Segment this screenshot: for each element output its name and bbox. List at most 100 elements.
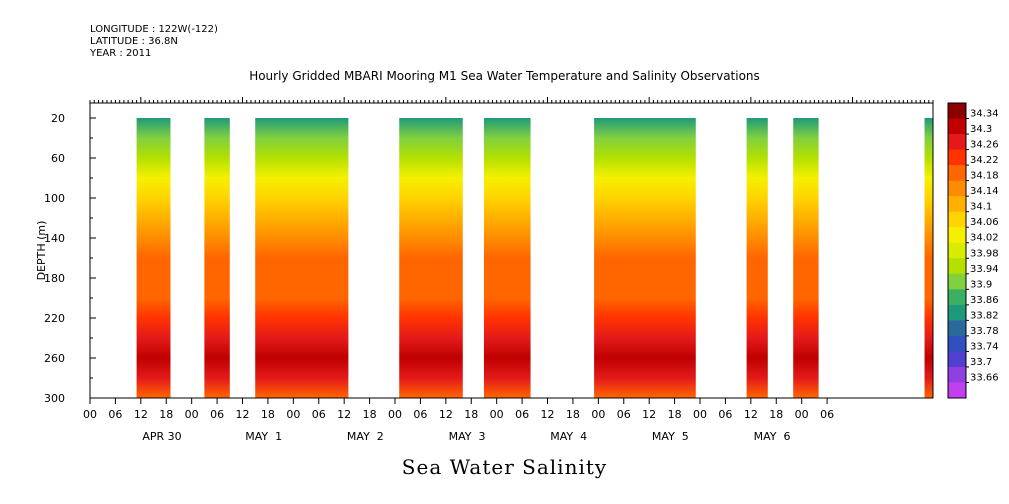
colorbar-label: 34.18 bbox=[970, 171, 999, 182]
colorbar-swatch bbox=[948, 103, 966, 120]
x-tick-label: 00 bbox=[83, 408, 97, 421]
latitude-label: LATITUDE : 36.8N bbox=[90, 36, 178, 47]
colorbar-label: 33.7 bbox=[970, 357, 992, 368]
colorbar-swatch bbox=[948, 149, 966, 166]
metadata-block: LONGITUDE : 122W(-122) LATITUDE : 36.8N … bbox=[90, 24, 218, 60]
x-tick-label: 12 bbox=[642, 408, 656, 421]
x-tick-label: 06 bbox=[820, 408, 834, 421]
x-tick-label: 18 bbox=[566, 408, 580, 421]
data-segment-4 bbox=[399, 118, 463, 398]
data-segment-8 bbox=[793, 118, 819, 398]
data-segment-2 bbox=[204, 118, 230, 398]
x-tick-label: 00 bbox=[286, 408, 300, 421]
y-tick-label: 180 bbox=[44, 272, 65, 285]
colorbar-swatch bbox=[948, 134, 966, 151]
x-tick-label: 06 bbox=[515, 408, 529, 421]
colorbar-swatch bbox=[948, 211, 966, 228]
x-tick-label: 12 bbox=[134, 408, 148, 421]
x-tick-label: 12 bbox=[439, 408, 453, 421]
y-axis-label: DEPTH (m) bbox=[35, 221, 48, 281]
data-segment-9 bbox=[924, 118, 933, 398]
y-tick-label: 220 bbox=[44, 312, 65, 325]
x-tick-label: 00 bbox=[490, 408, 504, 421]
colorbar-label: 33.9 bbox=[970, 279, 992, 290]
x-tick-label: 00 bbox=[388, 408, 402, 421]
x-tick-label: 00 bbox=[795, 408, 809, 421]
x-axis-title: Sea Water Salinity bbox=[401, 455, 608, 479]
data-layer bbox=[136, 118, 933, 398]
x-tick-label: 18 bbox=[261, 408, 275, 421]
x-tick-label: 06 bbox=[617, 408, 631, 421]
x-tick-label: 00 bbox=[591, 408, 605, 421]
colorbar-label: 34.14 bbox=[970, 186, 999, 197]
colorbar-swatch bbox=[948, 304, 966, 321]
data-segment-7 bbox=[746, 118, 768, 398]
colorbar-label: 34.06 bbox=[970, 217, 999, 228]
colorbar-label: 34.34 bbox=[970, 109, 999, 120]
x-tick-label: 00 bbox=[693, 408, 707, 421]
colorbar-label: 33.86 bbox=[970, 295, 999, 306]
day-label: MAY 2 bbox=[347, 430, 384, 443]
x-tick-label: 06 bbox=[718, 408, 732, 421]
colorbar-label: 34.1 bbox=[970, 202, 992, 213]
colorbar-swatch bbox=[948, 366, 966, 383]
colorbar-swatch bbox=[948, 320, 966, 337]
axes-layer: 00 06 12 18 00 06 12 18 00 06 12 18 00 06 12 18 00 06 12 18… bbox=[35, 97, 934, 443]
x-tick-label: 06 bbox=[413, 408, 427, 421]
data-segment-3 bbox=[255, 118, 349, 398]
colorbar-label: 34.26 bbox=[970, 140, 999, 151]
x-tick-label: 18 bbox=[363, 408, 377, 421]
colorbar: 34.34 34.3 34.26 34.22 34.18 34.14 34.1 34.06 34… bbox=[947, 102, 999, 399]
y-tick-label: 260 bbox=[44, 352, 65, 365]
day-label: MAY 3 bbox=[449, 430, 486, 443]
y-tick-label: 60 bbox=[51, 152, 65, 165]
colorbar-frame bbox=[947, 102, 967, 399]
x-tick-label: 12 bbox=[236, 408, 250, 421]
plot-frame bbox=[89, 102, 934, 399]
colorbar-label: 34.22 bbox=[970, 155, 999, 166]
x-tick-label: 18 bbox=[159, 408, 173, 421]
colorbar-swatch bbox=[948, 258, 966, 275]
day-label: MAY 1 bbox=[245, 430, 282, 443]
data-segment-5 bbox=[483, 118, 531, 398]
day-label: MAY 5 bbox=[652, 430, 689, 443]
day-label: MAY 6 bbox=[754, 430, 791, 443]
colorbar-swatch bbox=[948, 289, 966, 306]
x-tick-label: 06 bbox=[312, 408, 326, 421]
colorbar-swatch bbox=[948, 335, 966, 352]
colorbar-label: 33.74 bbox=[970, 341, 999, 352]
colorbar-label: 34.02 bbox=[970, 233, 999, 244]
x-tick-label: 18 bbox=[464, 408, 478, 421]
colorbar-swatch bbox=[948, 227, 966, 244]
x-tick-label: 18 bbox=[668, 408, 682, 421]
colorbar-label: 33.82 bbox=[970, 310, 999, 321]
y-tick-label: 140 bbox=[44, 232, 65, 245]
colorbar-label: 34.3 bbox=[970, 124, 992, 135]
y-tick-label: 100 bbox=[44, 192, 65, 205]
colorbar-label: 33.78 bbox=[970, 326, 999, 337]
colorbar-swatch bbox=[948, 242, 966, 259]
colorbar-swatch bbox=[948, 180, 966, 197]
data-segment-6 bbox=[594, 118, 696, 398]
y-tick-label: 300 bbox=[44, 392, 65, 405]
x-tick-label: 12 bbox=[541, 408, 555, 421]
x-tick-label: 06 bbox=[210, 408, 224, 421]
colorbar-swatch bbox=[948, 118, 966, 135]
colorbar-label: 33.94 bbox=[970, 264, 999, 275]
x-tick-label: 06 bbox=[108, 408, 122, 421]
colorbar-swatch bbox=[948, 351, 966, 368]
x-tick-label: 12 bbox=[744, 408, 758, 421]
chart-title: Hourly Gridded MBARI Mooring M1 Sea Wate… bbox=[249, 69, 760, 83]
x-tick-label: 00 bbox=[185, 408, 199, 421]
colorbar-swatch bbox=[948, 273, 966, 290]
year-label: YEAR : 2011 bbox=[90, 48, 152, 59]
colorbar-swatch bbox=[948, 382, 966, 399]
x-tick-label: 12 bbox=[337, 408, 351, 421]
colorbar-swatch bbox=[948, 196, 966, 213]
x-tick-label: 18 bbox=[769, 408, 783, 421]
day-label: MAY 4 bbox=[550, 430, 587, 443]
colorbar-label: 33.98 bbox=[970, 248, 999, 259]
colorbar-label: 33.66 bbox=[970, 372, 999, 383]
longitude-label: LONGITUDE : 122W(-122) bbox=[90, 24, 218, 35]
